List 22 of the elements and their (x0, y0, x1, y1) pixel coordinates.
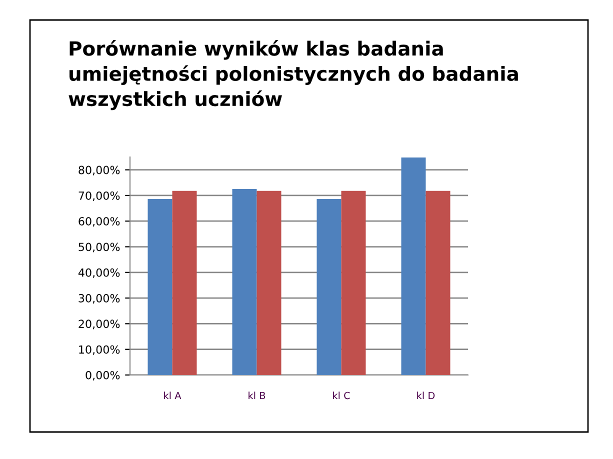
bar (426, 190, 450, 375)
bar (256, 190, 282, 375)
y-tick-label: 70,00% (78, 191, 120, 201)
chart-title: Porównanie wyników klas badania umiejętności polonistycznych do badania wszystkich uczniów (68, 40, 518, 110)
y-tick-label: 20,00% (78, 320, 120, 330)
y-tick-label: 10,00% (79, 345, 120, 355)
y-tick-label: 30,00% (78, 294, 120, 304)
bar (316, 199, 342, 375)
x-tick-label: kl D (417, 392, 435, 400)
x-tick-label: kl C (333, 392, 350, 400)
bar (172, 190, 197, 375)
y-tick-label: 50,00% (78, 242, 120, 252)
bar (148, 199, 172, 375)
bar (401, 158, 426, 375)
x-tick-label: kl B (248, 392, 266, 400)
x-tick-label: kl A (164, 392, 182, 400)
y-tick-label: 0,00% (86, 370, 120, 381)
bar (341, 190, 366, 375)
y-tick-label: 40,00% (78, 268, 120, 278)
y-tick-label: 60,00% (78, 217, 120, 227)
y-tick-label: 80,00% (78, 166, 120, 176)
bar (232, 189, 257, 375)
